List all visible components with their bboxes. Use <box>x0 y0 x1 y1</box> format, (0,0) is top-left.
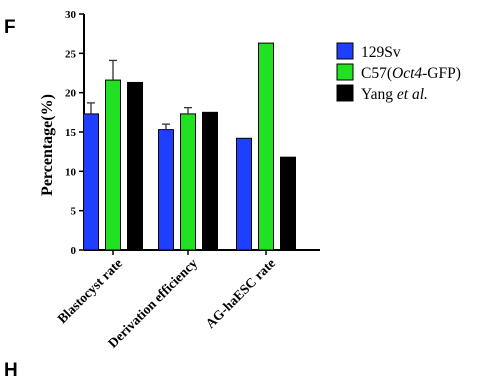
y-axis-label: Percentage(%) <box>39 94 56 196</box>
legend-label: Yang et al. <box>361 86 428 103</box>
legend-swatch <box>336 63 354 81</box>
panel-letter-f: F <box>4 17 16 38</box>
y-tick-label: 5 <box>71 206 77 218</box>
bar-0-2 <box>127 81 143 251</box>
bar-0-0 <box>83 113 99 251</box>
category-label: AG-haESC rate <box>203 256 279 332</box>
y-axis: 0 5 10 15 20 25 30 <box>65 9 85 257</box>
category-label: Blastocyst rate <box>54 256 125 327</box>
bar-1-0 <box>158 129 174 251</box>
y-tick-label: 25 <box>65 48 77 60</box>
y-tick-label: 15 <box>65 127 77 139</box>
bar-1-1 <box>180 113 196 251</box>
bar-0-1 <box>105 79 121 251</box>
bar-2-1 <box>258 42 274 251</box>
y-tick-label: 10 <box>65 166 77 178</box>
legend-label: 129Sv <box>361 44 401 61</box>
legend-swatch <box>336 42 354 60</box>
bar-2-2 <box>280 156 296 251</box>
bar-1-2 <box>202 111 218 251</box>
y-tick-label: 30 <box>65 9 77 21</box>
bars <box>83 42 296 251</box>
legend: 129Sv C57(Oct4-GFP) Yang et al. <box>336 42 461 103</box>
panel-letter-h: H <box>4 360 18 376</box>
legend-swatch <box>336 84 354 102</box>
y-tick-label: 20 <box>65 88 77 100</box>
x-axis <box>84 249 320 255</box>
legend-label: C57(Oct4-GFP) <box>361 65 461 82</box>
bar-2-0 <box>236 137 252 251</box>
y-tick-label: 0 <box>71 245 77 257</box>
